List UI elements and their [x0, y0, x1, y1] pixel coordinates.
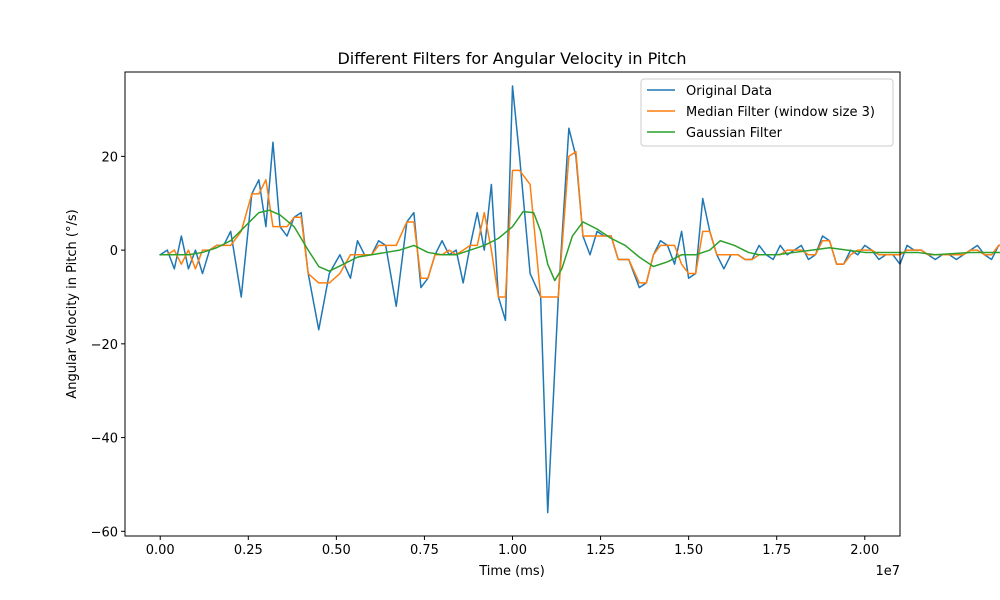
y-tick-label: 0: [110, 244, 118, 259]
x-tick-label: 1.25: [586, 543, 615, 558]
x-axis-ticks: 0.00 0.25 0.50 0.75 1.00 1.25 1.50 1.75 2.00: [146, 536, 879, 558]
legend-box: [640, 78, 894, 147]
x-tick-label: 1.50: [674, 543, 703, 558]
series-line-gaussian-filter: [159, 209, 1000, 282]
chart-title: Different Filters for Angular Velocity i…: [337, 49, 686, 68]
plot-frame: [124, 71, 901, 537]
y-tick-label: −40: [91, 432, 118, 447]
series-lines: [159, 85, 1000, 514]
series-line-original-data: [159, 85, 1000, 514]
x-tick-label: 0.50: [322, 543, 351, 558]
x-tick-label: 1.75: [762, 543, 791, 558]
y-axis-label: Angular Velocity in Pitch (°/s): [65, 209, 80, 398]
x-tick-label: 0.25: [234, 543, 263, 558]
x-tick-label: 1.00: [498, 543, 527, 558]
y-tick-label: 20: [101, 150, 118, 165]
x-axis-label: Time (ms): [478, 564, 545, 579]
y-tick-label: −20: [91, 338, 118, 353]
legend-label: Gaussian Filter: [686, 126, 783, 141]
legend-label: Median Filter (window size 3): [686, 105, 875, 120]
plot-area: [125, 72, 900, 536]
x-tick-label: 2.00: [850, 543, 879, 558]
y-axis-ticks: 20 0 −20 −40 −60: [91, 150, 125, 540]
series-line-median-filter-window-size-3: [159, 150, 1000, 298]
y-tick-label: −60: [91, 525, 118, 540]
x-axis-offset-label: 1e7: [875, 564, 900, 579]
x-tick-label: 0.75: [410, 543, 439, 558]
legend: Original Data Median Filter (window size …: [640, 78, 894, 147]
x-tick-label: 0.00: [146, 543, 175, 558]
legend-label: Original Data: [686, 84, 772, 99]
